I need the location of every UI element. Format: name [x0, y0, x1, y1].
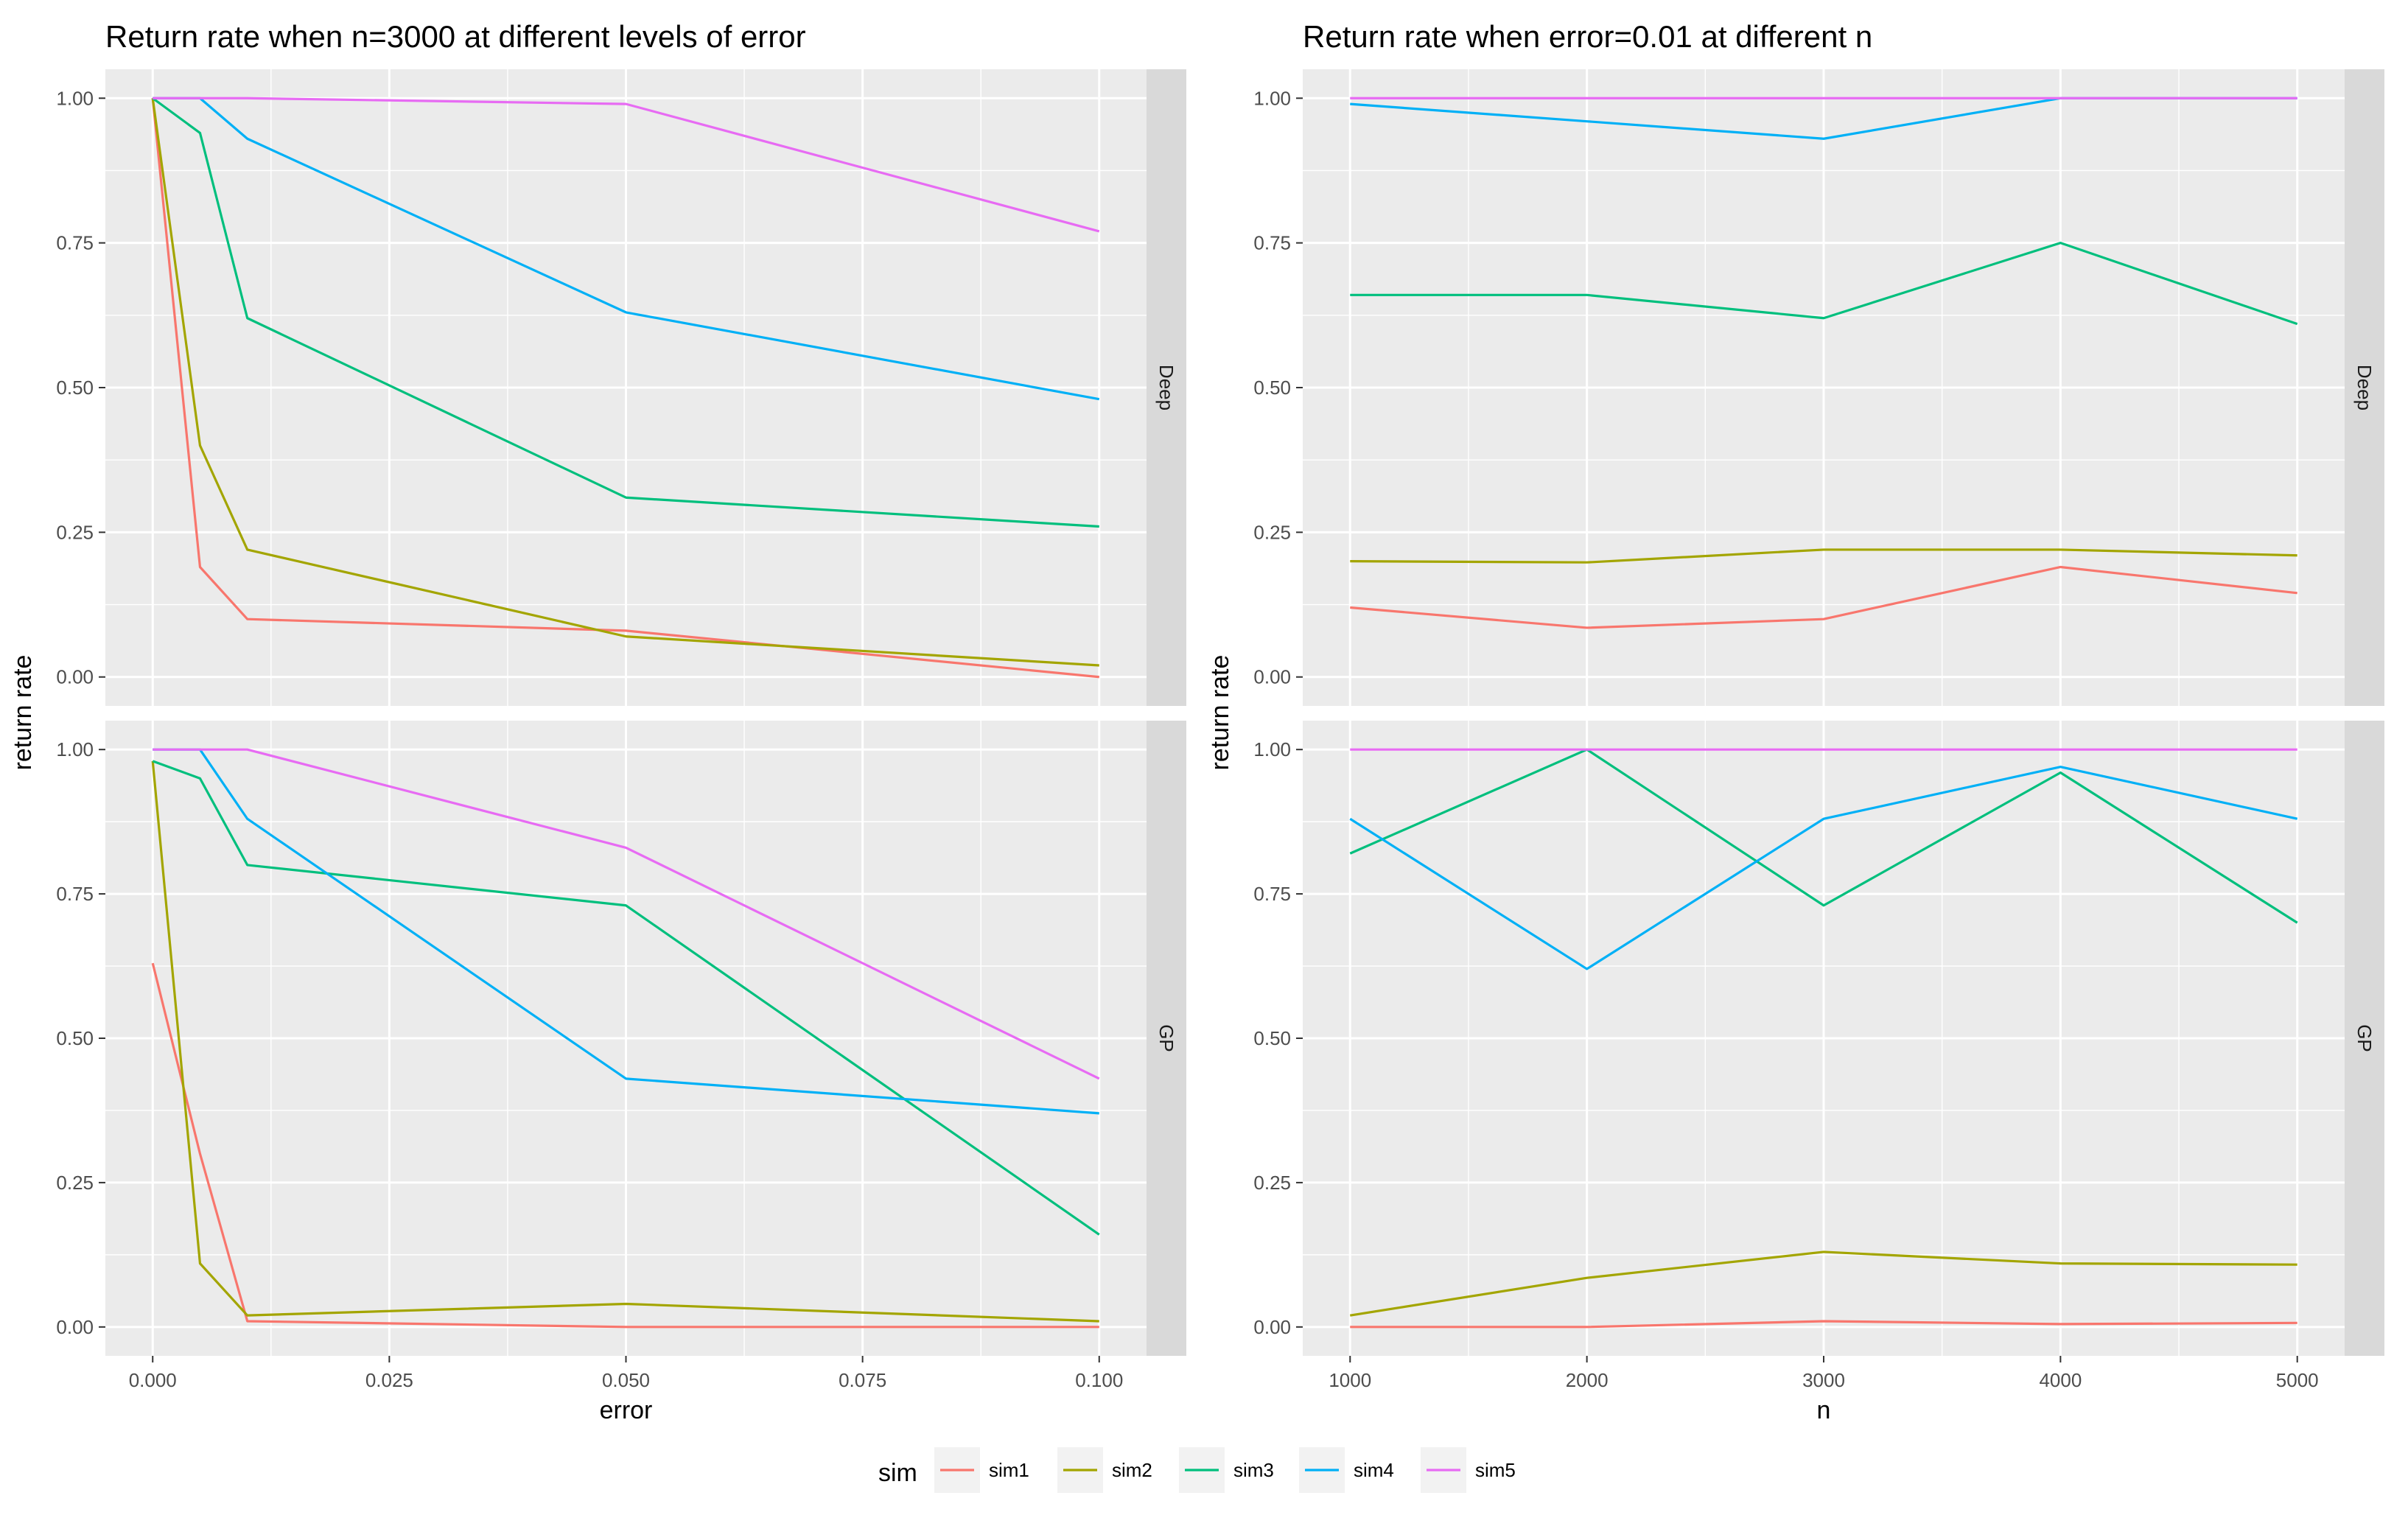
y-tick-label: 0.75	[56, 232, 94, 254]
legend-item-sim4: sim4	[1299, 1447, 1394, 1493]
series-line-sim2	[1350, 548, 2297, 564]
y-axis-title: return rate	[1206, 655, 1234, 771]
x-tick-label: 0.075	[839, 1369, 886, 1391]
legend-item-sim5: sim5	[1421, 1447, 1516, 1493]
x-tick-label: 4000	[2039, 1369, 2082, 1391]
y-tick-label: 0.00	[1253, 1316, 1291, 1338]
y-tick-label: 0.25	[56, 1172, 94, 1194]
facet-strip-label: Deep	[2353, 365, 2376, 410]
series-line-sim3	[1350, 242, 2298, 326]
series-line-sim1	[1350, 1320, 2297, 1329]
x-tick-label: 2000	[1566, 1369, 1609, 1391]
legend-item-sim1: sim1	[934, 1447, 1029, 1493]
x-tick-label: 0.025	[365, 1369, 413, 1391]
facet-strip-label: GP	[2353, 1024, 2376, 1052]
legend-label: sim1	[989, 1459, 1029, 1481]
y-tick-label: 0.00	[1253, 666, 1291, 688]
x-axis-title: error	[600, 1396, 653, 1424]
y-tick-label: 0.25	[56, 521, 94, 543]
legend-label: sim5	[1475, 1459, 1516, 1481]
y-tick-label: 0.00	[56, 666, 94, 688]
y-tick-label: 1.00	[56, 738, 94, 760]
series-line-sim4	[1349, 766, 2298, 970]
facet-strip	[1147, 69, 1186, 706]
facet-strip	[2345, 69, 2384, 706]
chart-2: Return rate when error=0.01 at different…	[1206, 19, 2384, 1424]
y-tick-label: 0.50	[56, 377, 94, 399]
facet-strip	[2345, 721, 2384, 1356]
legend-label: sim3	[1233, 1459, 1274, 1481]
y-tick-label: 1.00	[56, 87, 94, 109]
y-tick-label: 0.00	[56, 1316, 94, 1338]
series-line-sim3	[152, 97, 1099, 528]
facet-strip-label: Deep	[1155, 365, 1177, 410]
series-line-sim3	[1349, 748, 2298, 924]
x-axis-title: n	[1817, 1396, 1831, 1424]
x-tick-label: 5000	[2276, 1369, 2319, 1391]
x-tick-label: 0.000	[129, 1369, 177, 1391]
series-line-sim5	[153, 748, 1100, 1080]
y-tick-label: 0.75	[1253, 232, 1291, 254]
series-line-sim1	[1350, 565, 2297, 629]
legend: sim sim1 sim2 sim3 sim4 sim5	[878, 1447, 1516, 1493]
y-tick-label: 1.00	[1253, 87, 1291, 109]
y-tick-label: 0.75	[1253, 883, 1291, 905]
y-tick-label: 0.50	[1253, 1027, 1291, 1049]
chart-1: Return rate when n=3000 at different lev…	[9, 19, 1186, 1424]
series-line-sim2	[151, 98, 1099, 667]
charts-layer: Return rate when n=3000 at different lev…	[9, 19, 2384, 1424]
y-tick-label: 0.50	[56, 1027, 94, 1049]
series-line-sim3	[152, 760, 1100, 1236]
series-line-sim5	[153, 97, 1100, 233]
legend-title: sim	[878, 1459, 917, 1487]
y-axis-title: return rate	[9, 655, 37, 771]
legend-label: sim2	[1112, 1459, 1152, 1481]
chart-title: Return rate when n=3000 at different lev…	[105, 19, 806, 54]
legend-label: sim4	[1354, 1459, 1394, 1481]
x-tick-label: 0.050	[602, 1369, 650, 1391]
facet-strip-label: GP	[1155, 1024, 1177, 1052]
x-tick-label: 1000	[1329, 1369, 1371, 1391]
series-line-sim2	[151, 760, 1099, 1323]
facet-strip	[1147, 721, 1186, 1356]
chart-title: Return rate when error=0.01 at different…	[1303, 19, 1872, 54]
y-tick-label: 1.00	[1253, 738, 1291, 760]
facet-gp: 0.00 0.25 0.50 0.75 1.00 GP 0.000 0.025 0.050 0.0…	[56, 721, 1186, 1424]
facet-deep: 0.00 0.25 0.50 0.75 1.00 Deep	[56, 69, 1186, 706]
facet-gp: 0.00 0.25 0.50 0.75 1.00 GP 1000 2000 3000 4000 50…	[1253, 721, 2384, 1424]
x-tick-label: 0.100	[1075, 1369, 1123, 1391]
legend-item-sim2: sim2	[1057, 1447, 1152, 1493]
y-tick-label: 0.25	[1253, 521, 1291, 543]
facet-deep: 0.00 0.25 0.50 0.75 1.00 Deep	[1253, 69, 2384, 706]
y-tick-label: 0.75	[56, 883, 94, 905]
series-line-sim2	[1350, 1250, 2297, 1317]
x-tick-label: 3000	[1802, 1369, 1845, 1391]
y-tick-label: 0.25	[1253, 1172, 1291, 1194]
legend-item-sim3: sim3	[1179, 1447, 1274, 1493]
y-tick-label: 0.50	[1253, 377, 1291, 399]
